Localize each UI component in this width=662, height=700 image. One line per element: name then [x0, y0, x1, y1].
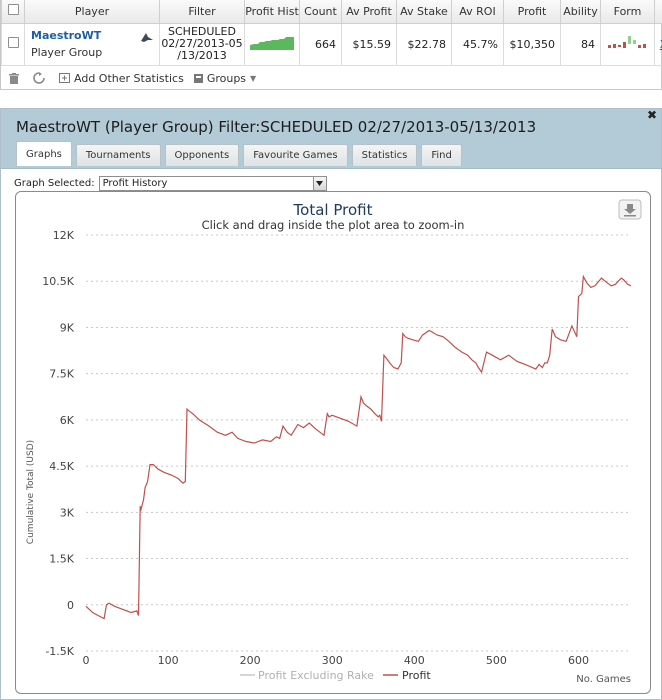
player-name-link[interactable]: MaestroWT — [31, 29, 102, 42]
y-tick-label: 0 — [67, 599, 74, 612]
x-tick-label: 600 — [568, 654, 589, 667]
header-profit-hist[interactable]: Profit Hist — [244, 0, 300, 24]
dropdown-arrow-icon — [312, 177, 326, 190]
header-remove — [654, 0, 662, 24]
trash-icon[interactable] — [9, 72, 23, 84]
x-axis-ticks: 0 100 200 300 400 500 600 — [83, 654, 589, 667]
y-tick-label: -1.5K — [45, 645, 74, 658]
tab-statistics[interactable]: Statistics — [351, 144, 418, 166]
header-count[interactable]: Count — [299, 0, 342, 24]
y-tick-label: 3K — [60, 506, 75, 519]
refresh-icon[interactable] — [33, 72, 49, 84]
header-player[interactable]: Player — [24, 0, 160, 24]
row-select-cell — [1, 22, 25, 66]
y-tick-label: 9K — [60, 321, 75, 334]
header-av-profit[interactable]: Av Profit — [341, 0, 397, 24]
x-tick-label: 500 — [486, 654, 507, 667]
profit-hist-cell — [244, 22, 300, 66]
chevron-down-icon: ▼ — [250, 73, 257, 83]
header-filter[interactable]: Filter — [159, 0, 245, 24]
close-icon[interactable]: ✖ — [646, 108, 657, 122]
select-all-checkbox[interactable] — [7, 4, 19, 16]
ability-cell: 84 — [560, 22, 601, 66]
graph-select-value: Profit History — [102, 178, 168, 189]
filter-line-1: SCHEDULED — [168, 25, 236, 38]
count-cell: 664 — [299, 22, 342, 66]
tab-opponents[interactable]: Opponents — [164, 144, 240, 166]
x-tick-label: 300 — [322, 654, 343, 667]
x-tick-label: 0 — [83, 654, 90, 667]
remove-cell: X — [654, 22, 662, 66]
y-tick-label: 6K — [60, 414, 75, 427]
header-ability[interactable]: Ability — [560, 0, 601, 24]
download-icon — [624, 204, 636, 214]
tab-bar: Graphs Tournaments Opponents Favourite G… — [16, 141, 466, 166]
groups-dropdown[interactable]: Groups ▼ — [193, 71, 257, 85]
chart-subtitle: Click and drag inside the plot area to z… — [202, 218, 465, 232]
add-statistics-label: Add Other Statistics — [74, 71, 184, 85]
profit-chart[interactable]: Total Profit Click and drag inside the p… — [16, 192, 650, 693]
y-tick-label: 10.5K — [42, 275, 74, 288]
graph-select-row: Graph Selected: Profit History — [14, 176, 327, 191]
groups-label: Groups — [206, 71, 247, 85]
y-tick-label: 12K — [53, 229, 75, 242]
window-header: MaestroWT (Player Group) Filter:SCHEDULE… — [1, 108, 661, 169]
remove-row-link[interactable]: X — [660, 38, 662, 51]
tab-find[interactable]: Find — [421, 144, 462, 166]
tab-tournaments[interactable]: Tournaments — [75, 144, 161, 166]
profit-sparkline — [250, 36, 294, 50]
stats-toolbar: Add Other Statistics Groups ▼ — [1, 67, 661, 89]
chart-grid — [86, 234, 631, 652]
x-axis-label: No. Games — [576, 674, 631, 685]
player-cell: MaestroWT Player Group — [24, 22, 160, 66]
graph-selected-label: Graph Selected: — [14, 178, 95, 189]
chart-series — [85, 274, 632, 620]
graph-select[interactable]: Profit History — [98, 176, 327, 191]
add-statistics-button[interactable]: Add Other Statistics — [59, 72, 184, 85]
header-av-roi[interactable]: Av ROI — [451, 0, 504, 24]
y-tick-label: 7.5K — [49, 368, 74, 381]
legend-item-profit[interactable]: Profit — [402, 669, 431, 682]
chart-title: Total Profit — [293, 201, 373, 219]
header-profit[interactable]: Profit — [503, 0, 561, 24]
chart-legend: Profit Excluding Rake Profit — [240, 669, 431, 682]
window-title: MaestroWT (Player Group) Filter:SCHEDULE… — [16, 118, 537, 136]
tab-graphs[interactable]: Graphs — [16, 141, 72, 166]
av-roi-cell: 45.7% — [451, 22, 504, 66]
header-av-stake[interactable]: Av Stake — [396, 0, 452, 24]
groups-icon — [193, 73, 203, 83]
chart-container[interactable]: Total Profit Click and drag inside the p… — [15, 191, 651, 694]
x-tick-label: 200 — [240, 654, 261, 667]
form-chart — [607, 35, 646, 48]
player-group-label: Player Group — [31, 46, 103, 59]
y-axis-label: Cumulative Total (USD) — [26, 440, 36, 544]
av-stake-cell: $22.78 — [396, 22, 452, 66]
profit-series-line[interactable] — [85, 274, 632, 620]
filter-line-3: /13/2013 — [177, 49, 227, 62]
add-statistics-icon — [59, 73, 70, 83]
x-tick-label: 100 — [158, 654, 179, 667]
y-axis-ticks: -1.5K 0 1.5K 3K 4.5K 6K 7.5K 9K 10.5K 12K — [42, 229, 74, 658]
download-button[interactable] — [618, 199, 642, 220]
x-tick-label: 400 — [404, 654, 425, 667]
y-tick-label: 4.5K — [49, 460, 74, 473]
filter-cell: SCHEDULED 02/27/2013-05 /13/2013 — [159, 22, 245, 66]
tab-favourite-games[interactable]: Favourite Games — [243, 144, 348, 166]
profit-cell: $10,350 — [503, 22, 561, 66]
graph-window: MaestroWT (Player Group) Filter:SCHEDULE… — [0, 108, 662, 700]
table-row: MaestroWT Player Group SCHEDULED 02/27/2… — [1, 22, 662, 66]
row-checkbox[interactable] — [7, 37, 19, 48]
shark-icon — [140, 31, 154, 46]
filter-line-2: 02/27/2013-05 — [161, 37, 243, 50]
y-tick-label: 1.5K — [49, 553, 74, 566]
statistics-panel: Player Filter Profit Hist Count Av Profi… — [0, 0, 662, 90]
header-select — [1, 0, 25, 24]
av-profit-cell: $15.59 — [341, 22, 397, 66]
legend-item-profit-excl-rake[interactable]: Profit Excluding Rake — [258, 669, 374, 682]
table-header-row: Player Filter Profit Hist Count Av Profi… — [1, 0, 662, 24]
statistics-table: Player Filter Profit Hist Count Av Profi… — [1, 0, 662, 66]
header-form[interactable]: Form — [600, 0, 655, 24]
form-cell — [600, 22, 655, 66]
